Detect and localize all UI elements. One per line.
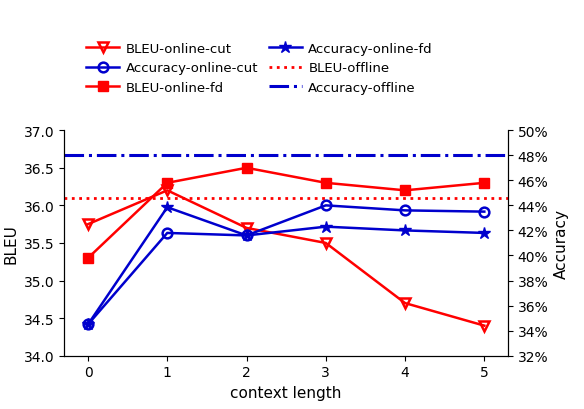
Y-axis label: BLEU: BLEU xyxy=(4,223,18,263)
X-axis label: context length: context length xyxy=(231,385,342,400)
Legend: BLEU-online-cut, Accuracy-online-cut, BLEU-online-fd, Accuracy-online-fd, BLEU-o: BLEU-online-cut, Accuracy-online-cut, BL… xyxy=(82,38,437,99)
Y-axis label: Accuracy: Accuracy xyxy=(554,209,569,278)
